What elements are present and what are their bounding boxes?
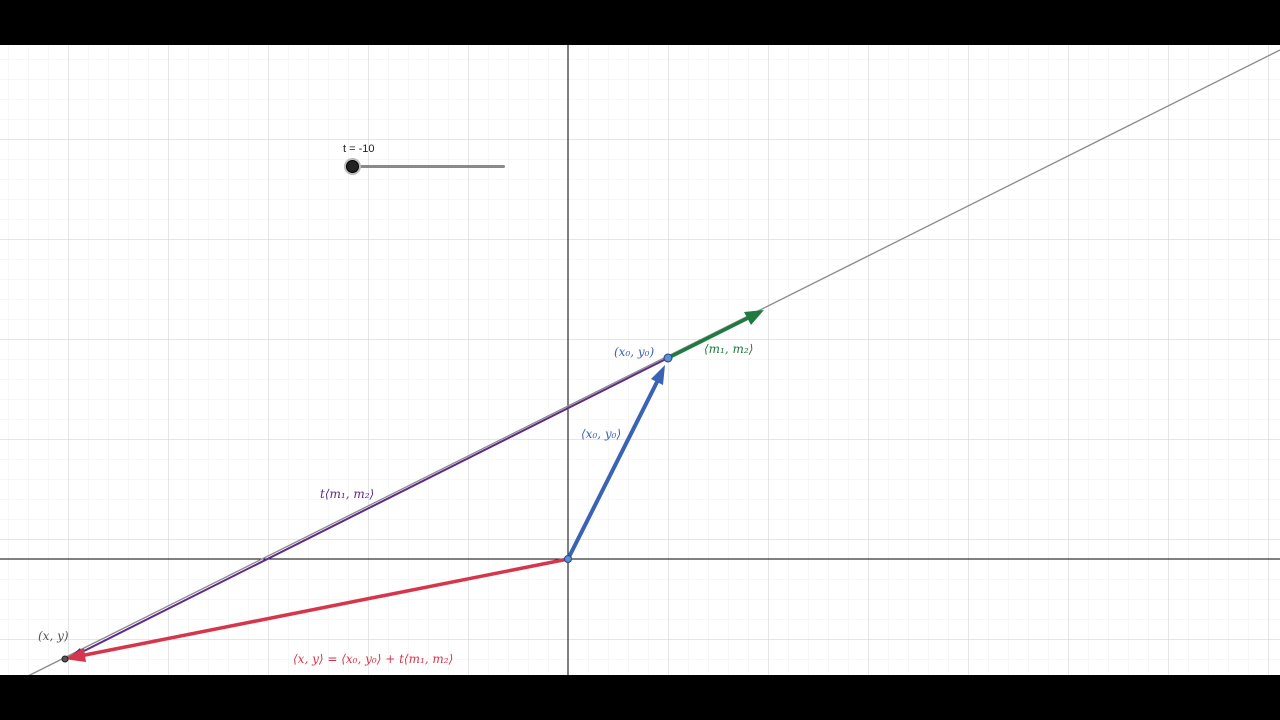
label-point-x0-y0: (x₀, y₀) (614, 345, 655, 359)
t-slider[interactable]: t = -10 (340, 143, 515, 179)
parametric-line (28, 49, 1280, 675)
direction-arrowhead (744, 310, 764, 325)
label-direction-vector: ⟨m₁, m₂⟩ (704, 342, 754, 356)
label-equation: ⟨x, y⟩ = ⟨x₀, y₀⟩ + t⟨m₁, m₂⟩ (293, 652, 454, 666)
major-grid (0, 45, 1280, 675)
label-point-x-y: (x, y) (38, 629, 69, 643)
scaled-direction-vector (71, 357, 669, 658)
position-vector (566, 379, 660, 560)
point-x0-y0[interactable] (663, 353, 673, 363)
origin-point[interactable] (564, 555, 572, 563)
graphing-canvas[interactable]: t = -10 (x₀, y₀) ⟨m₁, m₂⟩ ⟨x₀, y₀⟩ t⟨m₁,… (0, 45, 1280, 675)
letterbox-top (0, 0, 1280, 45)
result-arrowhead (64, 648, 86, 662)
letterbox-bottom (0, 675, 1280, 720)
slider-knob[interactable] (346, 160, 359, 173)
graph-svg (0, 45, 1280, 675)
direction-vector (667, 316, 749, 360)
slider-track[interactable] (352, 165, 505, 168)
result-vector (79, 557, 569, 658)
point-x-y[interactable] (61, 655, 69, 663)
label-scaled-direction: t⟨m₁, m₂⟩ (320, 487, 375, 501)
position-arrowhead (651, 365, 665, 385)
slider-caption: t = -10 (343, 143, 375, 155)
label-position-vector: ⟨x₀, y₀⟩ (581, 427, 622, 441)
